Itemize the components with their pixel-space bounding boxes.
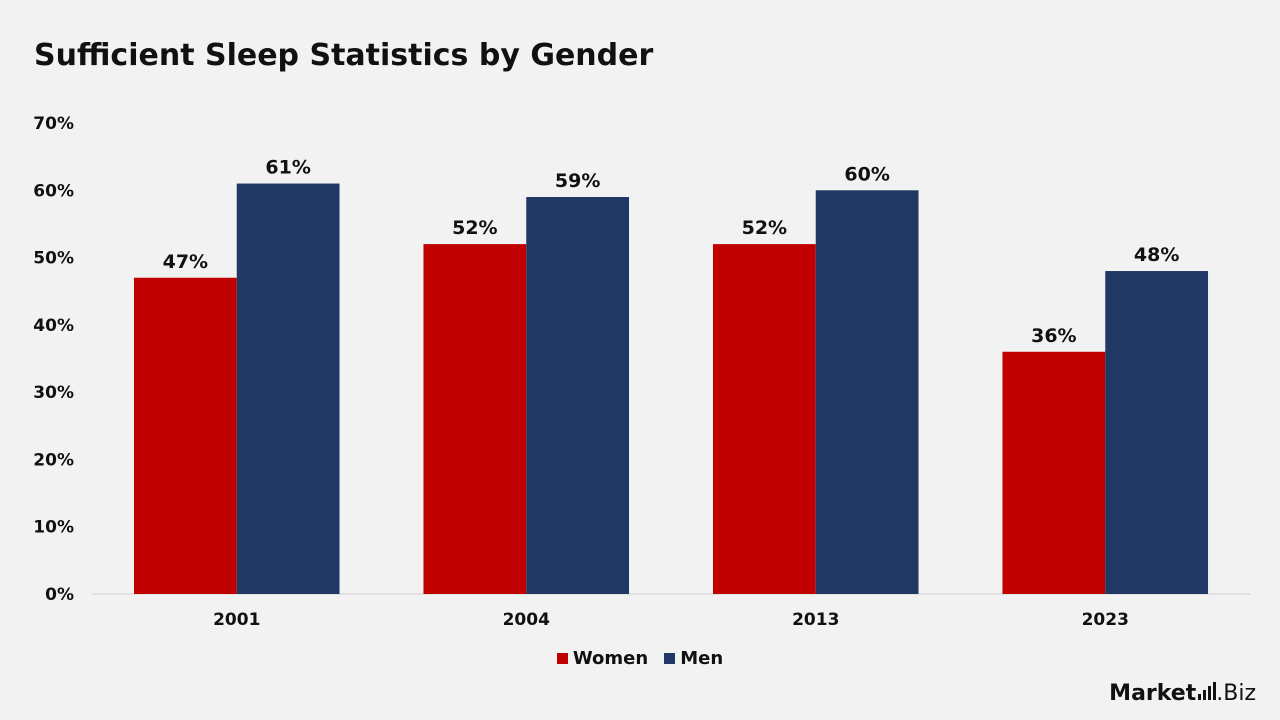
data-label: 36% bbox=[1031, 325, 1076, 347]
x-tick-label: 2023 bbox=[1082, 610, 1129, 630]
x-tick-label: 2001 bbox=[213, 610, 260, 630]
data-label: 48% bbox=[1134, 244, 1179, 266]
y-tick-label: 70% bbox=[33, 114, 74, 134]
data-label: 47% bbox=[163, 251, 208, 273]
brand-suffix: .Biz bbox=[1216, 681, 1256, 706]
signal-bars-icon bbox=[1198, 680, 1217, 700]
y-tick-label: 60% bbox=[33, 181, 74, 201]
y-tick-label: 50% bbox=[33, 249, 74, 269]
bar-women-2004 bbox=[423, 244, 527, 594]
brand-logo: Market .Biz bbox=[1109, 680, 1256, 706]
data-label: 60% bbox=[844, 163, 889, 185]
legend: Women Men bbox=[0, 648, 1280, 669]
y-tick-label: 0% bbox=[45, 585, 74, 605]
y-tick-label: 30% bbox=[33, 383, 74, 403]
data-label: 52% bbox=[452, 217, 497, 239]
x-tick-label: 2013 bbox=[792, 610, 839, 630]
data-label: 59% bbox=[555, 170, 600, 192]
legend-item-women: Women bbox=[556, 648, 649, 669]
bar-men-2023 bbox=[1105, 271, 1209, 594]
chart-title: Sufficient Sleep Statistics by Gender bbox=[34, 38, 654, 73]
brand-name: Market bbox=[1109, 681, 1197, 706]
y-tick-label: 10% bbox=[33, 518, 74, 538]
x-tick-label: 2004 bbox=[503, 610, 550, 630]
data-label: 52% bbox=[742, 217, 787, 239]
legend-label-men: Men bbox=[680, 648, 724, 669]
y-tick-label: 20% bbox=[33, 450, 74, 470]
bar-women-2023 bbox=[1002, 351, 1106, 594]
legend-swatch-men bbox=[664, 653, 676, 664]
bar-women-2013 bbox=[712, 244, 816, 594]
bar-men-2004 bbox=[526, 197, 630, 594]
bar-men-2001 bbox=[236, 183, 340, 595]
bar-women-2001 bbox=[133, 277, 237, 594]
data-label: 61% bbox=[265, 157, 310, 179]
legend-item-men: Men bbox=[664, 648, 723, 669]
legend-label-women: Women bbox=[572, 648, 649, 669]
legend-swatch-women bbox=[556, 653, 568, 664]
y-tick-label: 40% bbox=[33, 316, 74, 336]
bar-men-2013 bbox=[815, 190, 919, 595]
